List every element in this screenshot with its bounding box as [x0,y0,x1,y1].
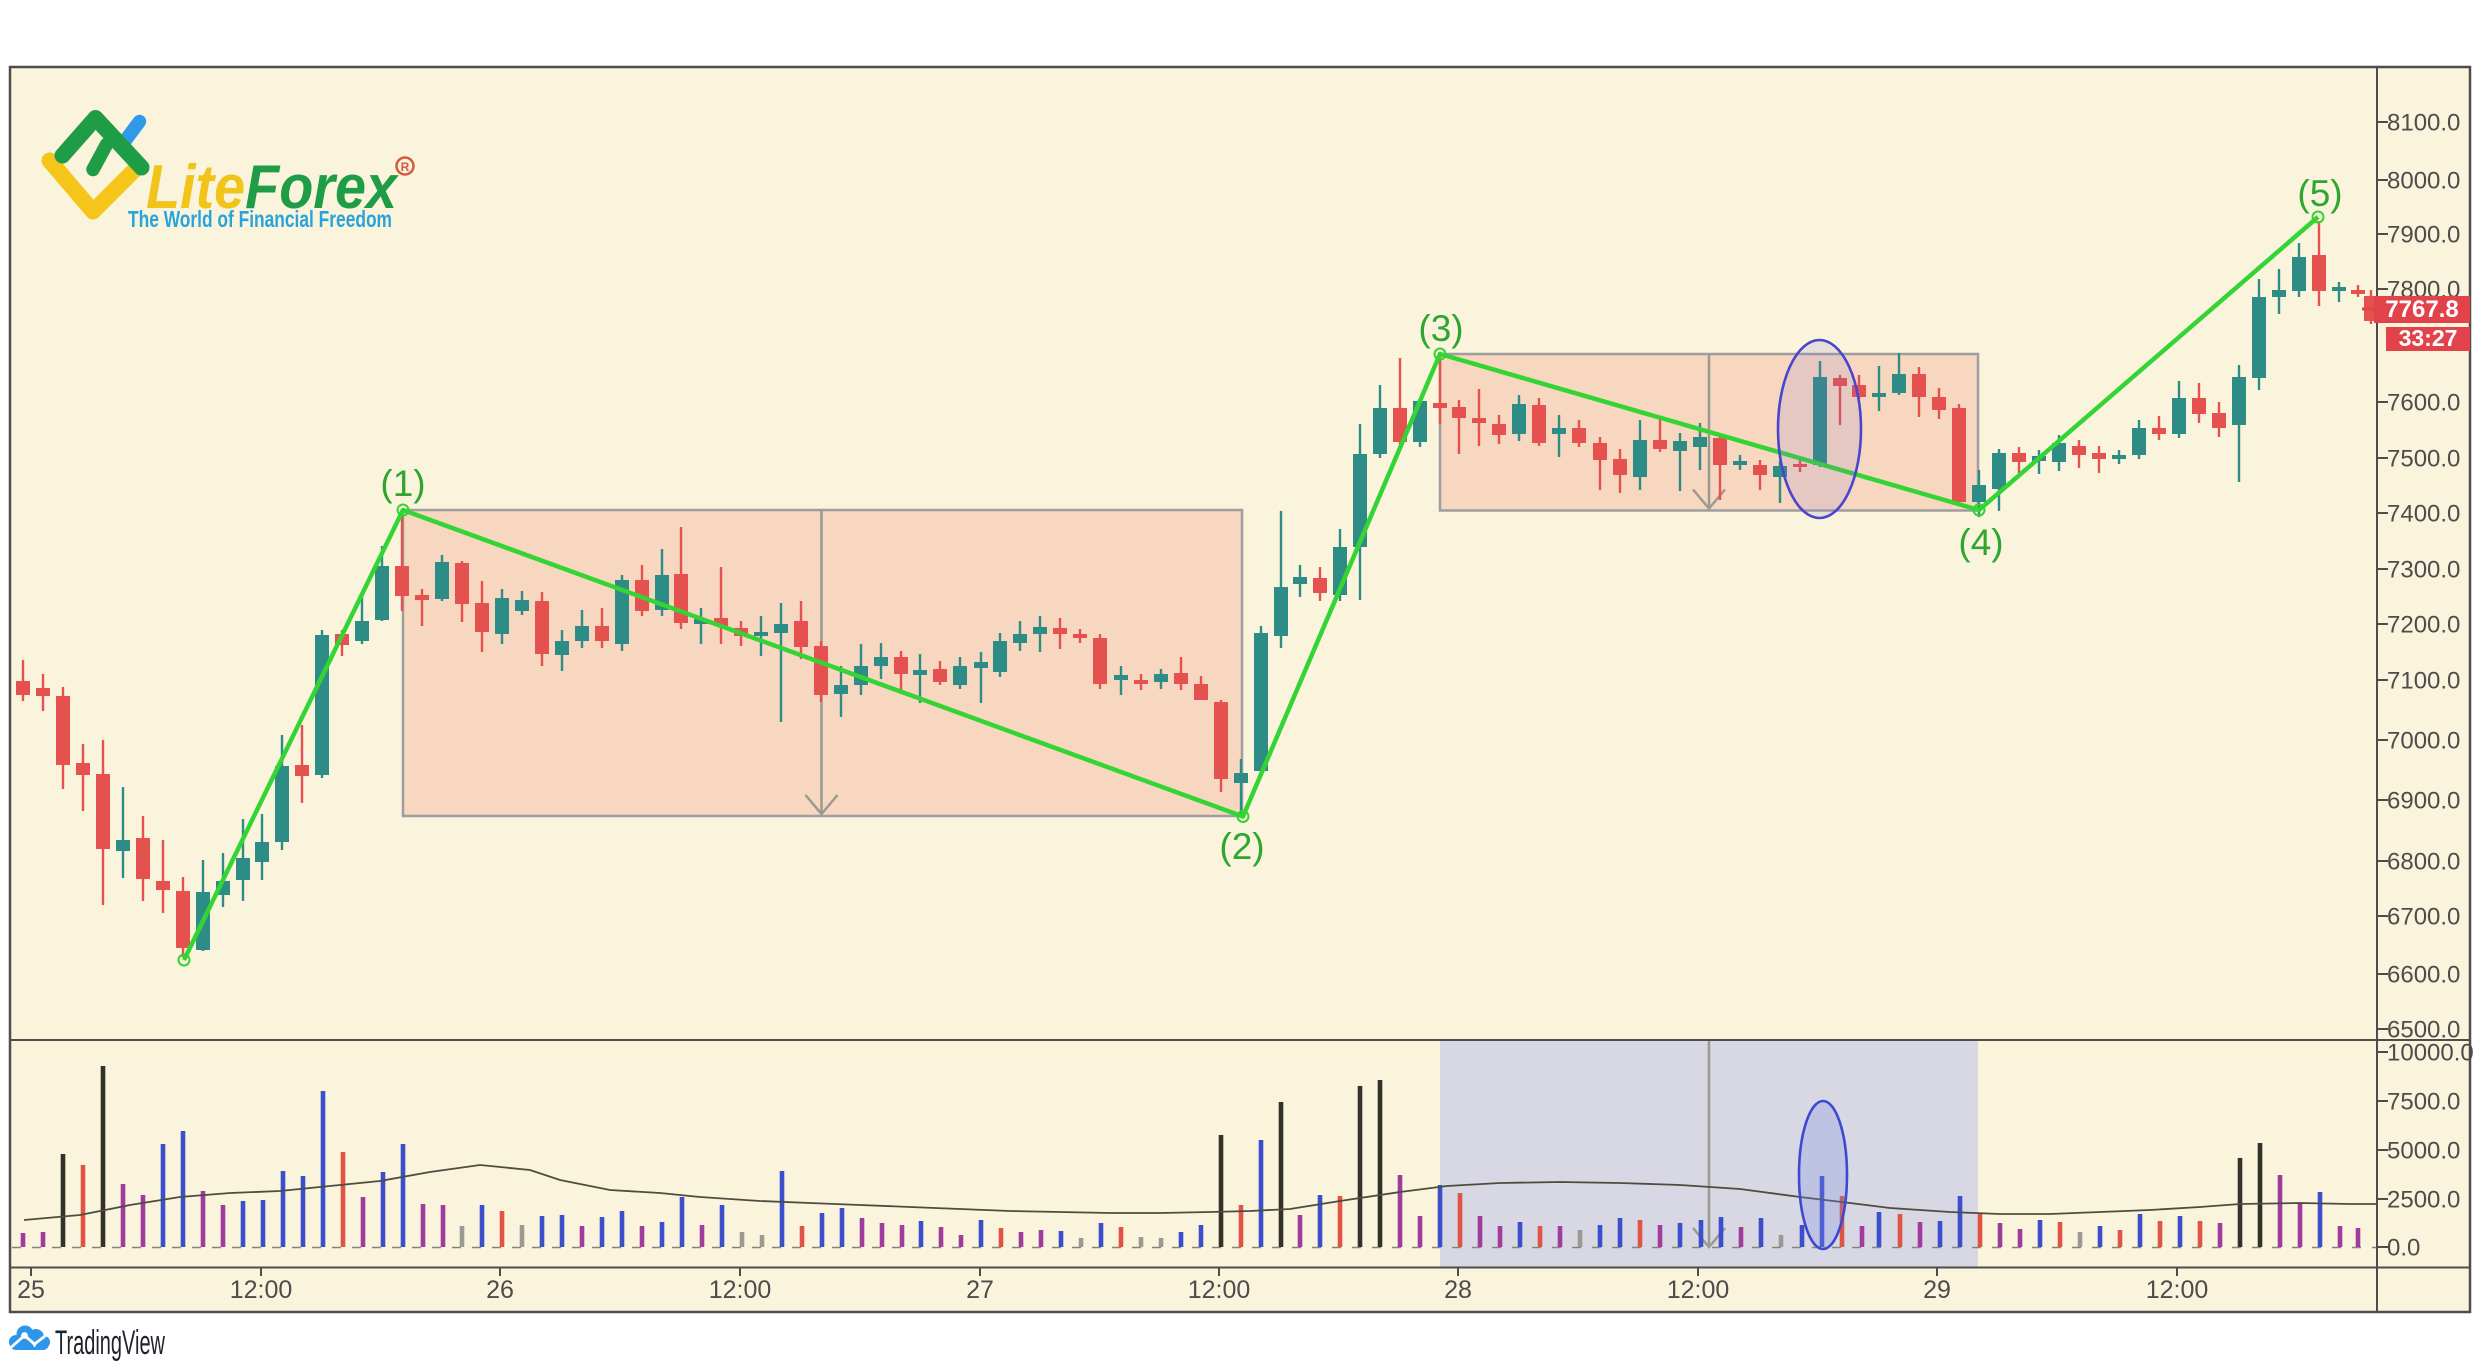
svg-text:(3): (3) [1418,308,1463,349]
svg-text:7400.0: 7400.0 [2387,501,2460,528]
svg-text:5000.0: 5000.0 [2387,1138,2460,1165]
svg-text:25: 25 [17,1276,45,1304]
svg-text:R: R [401,160,410,174]
svg-text:7500.0: 7500.0 [2387,446,2460,473]
svg-text:6900.0: 6900.0 [2387,788,2460,815]
svg-text:27: 27 [966,1276,994,1304]
svg-text:The World of Financial Freedom: The World of Financial Freedom [128,206,392,232]
svg-text:0.0: 0.0 [2387,1235,2420,1262]
svg-text:(2): (2) [1219,826,1264,867]
svg-text:7200.0: 7200.0 [2387,612,2460,639]
svg-text:2500.0: 2500.0 [2387,1187,2460,1214]
svg-text:(5): (5) [2297,173,2342,214]
svg-text:(1): (1) [380,463,425,504]
svg-text:12:00: 12:00 [709,1276,772,1304]
svg-text:12:00: 12:00 [1188,1276,1251,1304]
svg-text:7600.0: 7600.0 [2387,390,2460,417]
svg-text:7000.0: 7000.0 [2387,728,2460,755]
svg-text:12:00: 12:00 [1667,1276,1730,1304]
svg-text:6700.0: 6700.0 [2387,904,2460,931]
svg-text:10000.0: 10000.0 [2387,1040,2474,1067]
svg-text:6800.0: 6800.0 [2387,849,2460,876]
svg-text:6600.0: 6600.0 [2387,962,2460,989]
svg-text:7900.0: 7900.0 [2387,222,2460,249]
svg-text:12:00: 12:00 [2146,1276,2209,1304]
svg-text:7500.0: 7500.0 [2387,1089,2460,1116]
svg-text:33:27: 33:27 [2399,325,2458,351]
svg-text:7767.8: 7767.8 [2385,296,2458,323]
svg-text:(4): (4) [1958,522,2003,563]
svg-text:TradingView: TradingView [55,1324,165,1362]
svg-text:28: 28 [1444,1276,1472,1304]
svg-text:6500.0: 6500.0 [2387,1017,2460,1044]
svg-text:8100.0: 8100.0 [2387,110,2460,137]
svg-text:29: 29 [1923,1276,1951,1304]
svg-text:8000.0: 8000.0 [2387,168,2460,195]
svg-text:7300.0: 7300.0 [2387,557,2460,584]
svg-text:12:00: 12:00 [230,1276,293,1304]
svg-text:7100.0: 7100.0 [2387,668,2460,695]
svg-text:LiteForex: LiteForex [146,153,399,222]
svg-text:26: 26 [486,1276,514,1304]
